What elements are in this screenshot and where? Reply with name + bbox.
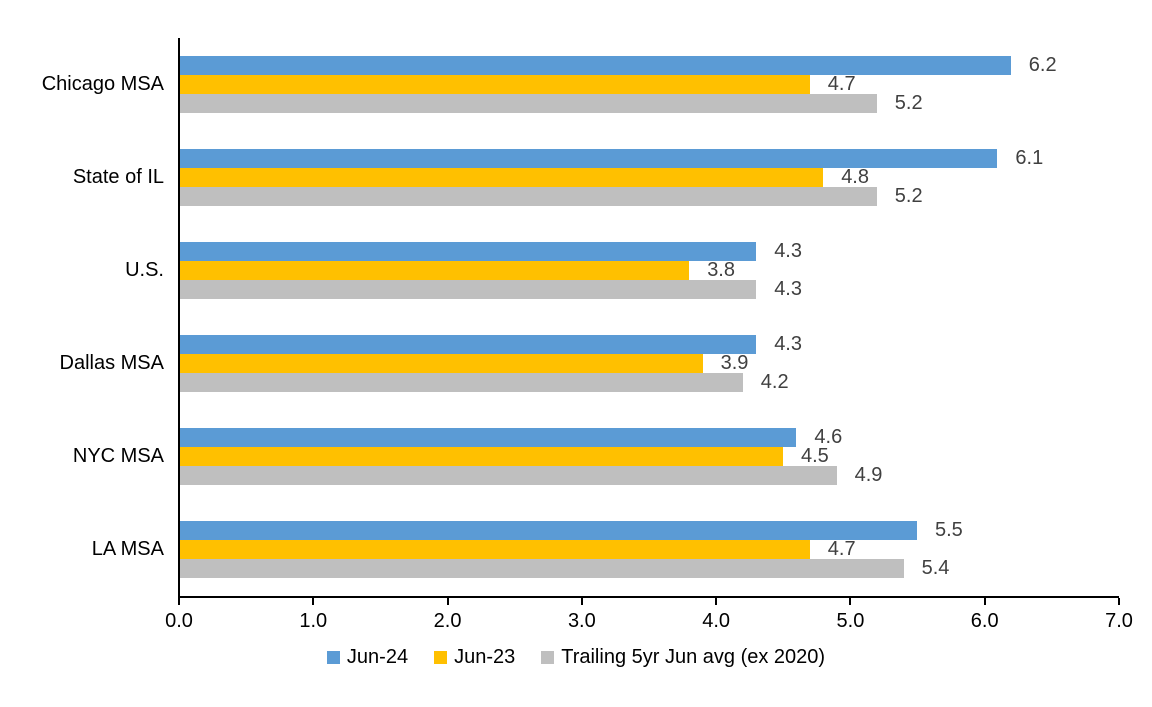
x-tick <box>983 598 986 605</box>
category-label-nyc-msa: NYC MSA <box>72 445 164 467</box>
bar-jun-23-u-s <box>180 261 690 280</box>
plot-area: 6.2 4.7 5.2 6.1 4.8 5.2 4.3 3.8 4.3 4.3 3.9 4.2 4.6 4… <box>180 38 1118 596</box>
x-axis-ticks <box>178 598 1120 605</box>
legend-label: Jun-23 <box>454 646 516 668</box>
category-label-chicago-msa: Chicago MSA <box>41 73 164 95</box>
x-tick <box>178 598 180 605</box>
bar-row: 4.7 <box>180 73 1118 95</box>
bar-trailing-5yr-jun-avg-ex-2020-nyc-msa <box>180 466 837 485</box>
bar-value-label: 6.2 <box>1028 54 1057 76</box>
bar-value-label: 4.3 <box>774 278 802 300</box>
legend-item-jun-23: Jun-23 <box>434 646 515 669</box>
x-tick <box>312 598 315 605</box>
bar-group-state-of-il: 6.1 4.8 5.2 <box>180 131 1118 224</box>
bar-value-label: 4.7 <box>827 73 856 95</box>
legend-swatch-jun-24 <box>326 651 340 664</box>
bar-row: 5.2 <box>180 185 1118 207</box>
bar-value-label: 6.1 <box>1015 147 1044 169</box>
bar-row: 4.5 <box>180 445 1118 467</box>
x-tick-label: 7.0 <box>1105 610 1133 632</box>
x-axis-tick-labels: 0.0 1.0 2.0 3.0 4.0 5.0 6.0 7.0 <box>165 610 1133 634</box>
bar-row: 6.1 <box>180 147 1118 169</box>
bar-value-label: 3.8 <box>707 259 735 281</box>
bar-row: 6.2 <box>180 54 1118 76</box>
x-tick <box>1118 598 1120 605</box>
bar-jun-24-dallas-msa <box>180 335 757 354</box>
bar-trailing-5yr-jun-avg-ex-2020-u-s <box>180 280 757 299</box>
bar-jun-24-chicago-msa <box>180 56 1011 75</box>
bar-trailing-5yr-jun-avg-ex-2020-la-msa <box>180 559 904 578</box>
x-tick <box>446 598 449 605</box>
x-tick-label: 5.0 <box>836 610 865 632</box>
bar-row: 5.5 <box>180 519 1118 541</box>
bar-jun-23-state-of-il <box>180 168 824 187</box>
x-axis-line <box>178 596 1119 598</box>
category-label-u-s: U.S. <box>125 259 164 281</box>
bar-row: 4.8 <box>180 166 1118 188</box>
bar-jun-24-nyc-msa <box>180 428 797 447</box>
bar-row: 3.8 <box>180 259 1118 281</box>
bar-row: 5.2 <box>180 92 1118 114</box>
legend-item-trailing-5yr-jun-avg-ex-2020: Trailing 5yr Jun avg (ex 2020) <box>541 646 825 669</box>
x-tick <box>715 598 718 605</box>
bar-jun-24-state-of-il <box>180 149 998 168</box>
bar-value-label: 4.3 <box>774 333 802 355</box>
bar-value-label: 5.2 <box>894 92 923 114</box>
bar-jun-23-la-msa <box>180 540 810 559</box>
category-label-state-of-il: State of IL <box>72 166 164 188</box>
bar-value-label: 5.5 <box>935 519 963 541</box>
bar-row: 4.3 <box>180 278 1118 300</box>
legend: Jun-24 Jun-23 Trailing 5yr Jun avg (ex 202… <box>0 646 1152 669</box>
x-tick-label: 1.0 <box>299 610 328 632</box>
bar-value-label: 4.5 <box>801 445 829 467</box>
bar-group-chicago-msa: 6.2 4.7 5.2 <box>180 38 1118 131</box>
x-tick-label: 0.0 <box>165 610 193 632</box>
legend-label: Jun-24 <box>346 646 409 668</box>
y-axis-line <box>178 38 180 598</box>
bar-row: 4.3 <box>180 240 1118 262</box>
x-tick <box>580 598 583 605</box>
bar-jun-23-dallas-msa <box>180 354 703 373</box>
legend-item-jun-24: Jun-24 <box>326 646 409 669</box>
bar-value-label: 3.9 <box>720 352 749 374</box>
bar-trailing-5yr-jun-avg-ex-2020-state-of-il <box>180 187 877 206</box>
bar-group-u-s: 4.3 3.8 4.3 <box>180 224 1118 317</box>
bar-value-label: 5.2 <box>894 185 923 207</box>
bar-row: 3.9 <box>180 352 1118 374</box>
bar-jun-24-la-msa <box>180 521 917 540</box>
bar-row: 5.4 <box>180 557 1118 579</box>
bar-value-label: 4.6 <box>814 426 843 448</box>
bar-jun-24-u-s <box>180 242 757 261</box>
bar-value-label: 4.3 <box>774 240 802 262</box>
x-tick-label: 4.0 <box>702 610 731 632</box>
bar-value-label: 4.7 <box>827 538 856 560</box>
bar-group-la-msa: 5.5 4.7 5.4 <box>180 503 1118 596</box>
bar-value-label: 4.2 <box>760 371 789 393</box>
x-tick-label: 3.0 <box>567 610 596 632</box>
bar-value-label: 5.4 <box>921 557 950 579</box>
bar-jun-23-nyc-msa <box>180 447 783 466</box>
x-tick-label: 2.0 <box>433 610 462 632</box>
bar-row: 4.2 <box>180 371 1118 393</box>
x-tick <box>849 598 852 605</box>
bar-jun-23-chicago-msa <box>180 75 810 94</box>
bar-value-label: 4.8 <box>841 166 869 188</box>
legend-swatch-jun-23 <box>434 651 448 664</box>
bar-group-nyc-msa: 4.6 4.5 4.9 <box>180 410 1118 503</box>
bar-trailing-5yr-jun-avg-ex-2020-chicago-msa <box>180 94 877 113</box>
category-label-dallas-msa: Dallas MSA <box>59 352 164 374</box>
x-tick-label: 6.0 <box>970 610 999 632</box>
y-axis-category-labels: Chicago MSA State of IL U.S. Dallas MSA NYC … <box>0 38 164 596</box>
bar-row: 4.3 <box>180 333 1118 355</box>
bar-row: 4.9 <box>180 464 1118 486</box>
bar-row: 4.7 <box>180 538 1118 560</box>
bar-value-label: 4.9 <box>854 464 883 486</box>
legend-label: Trailing 5yr Jun avg (ex 2020) <box>561 646 826 668</box>
bar-row: 4.6 <box>180 426 1118 448</box>
legend-swatch-trailing-5yr-jun-avg-ex-2020 <box>541 651 555 664</box>
bar-group-dallas-msa: 4.3 3.9 4.2 <box>180 317 1118 410</box>
bar-trailing-5yr-jun-avg-ex-2020-dallas-msa <box>180 373 743 392</box>
category-label-la-msa: LA MSA <box>91 538 164 560</box>
